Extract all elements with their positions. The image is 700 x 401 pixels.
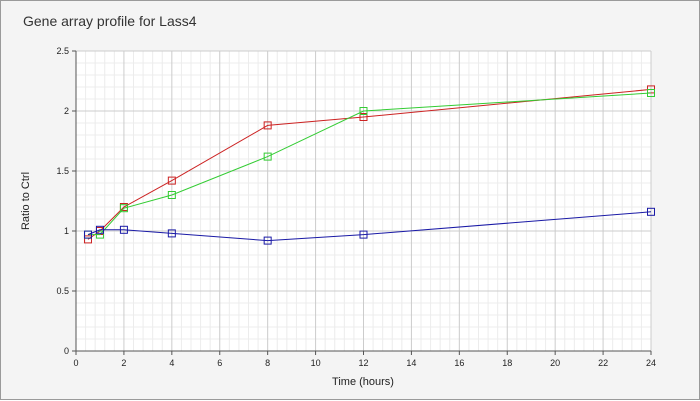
data-point-marker — [167, 176, 176, 185]
x-tick-label: 20 — [550, 358, 560, 368]
data-point-marker — [359, 230, 368, 239]
series-3 — [83, 207, 655, 245]
data-point-marker — [263, 152, 272, 161]
data-point-marker — [647, 207, 655, 216]
data-point-marker — [95, 230, 104, 239]
data-point-marker — [263, 236, 272, 245]
x-tick-label: 6 — [217, 358, 222, 368]
chart-title: Gene array profile for Lass4 — [23, 13, 197, 29]
x-tick-label: 24 — [646, 358, 656, 368]
data-point-marker — [83, 230, 92, 239]
series-line — [87, 211, 652, 242]
y-tick-label: 2 — [64, 106, 69, 116]
y-axis-label: Ratio to Ctrl — [20, 172, 32, 230]
data-point-marker — [263, 121, 272, 130]
series-line — [87, 92, 652, 236]
data-point-marker — [167, 191, 176, 199]
y-tick-label: 0.5 — [56, 286, 69, 296]
data-point-marker — [359, 107, 368, 115]
data-point-marker — [647, 89, 655, 97]
x-tick-label: 0 — [73, 358, 78, 368]
x-tick-label: 14 — [406, 358, 416, 368]
y-tick-label: 1.5 — [56, 166, 69, 176]
y-tick-label: 0 — [64, 346, 69, 356]
x-tick-label: 22 — [598, 358, 608, 368]
y-tick-label: 1 — [64, 226, 69, 236]
x-tick-label: 12 — [358, 358, 368, 368]
series-layer — [83, 85, 655, 245]
x-tick-label: 16 — [454, 358, 464, 368]
data-point-marker — [119, 204, 128, 213]
y-tick-labels: 0 0.5 1 1.5 2 2.5 — [56, 46, 69, 356]
x-tick-labels: 0 2 4 6 8 10 12 14 16 18 20 22 24 — [73, 358, 656, 368]
data-point-marker — [95, 225, 104, 234]
x-tick-label: 4 — [169, 358, 174, 368]
data-point-marker — [119, 225, 128, 234]
y-tick-label: 2.5 — [56, 46, 69, 56]
x-tick-label: 2 — [121, 358, 126, 368]
axes — [72, 50, 652, 355]
x-axis-label: Time (hours) — [332, 376, 394, 388]
data-point-marker — [167, 229, 176, 238]
data-point-marker — [83, 235, 92, 244]
x-tick-label: 10 — [311, 358, 321, 368]
x-tick-label: 18 — [502, 358, 512, 368]
x-tick-label: 8 — [265, 358, 270, 368]
data-point-marker — [359, 113, 368, 121]
